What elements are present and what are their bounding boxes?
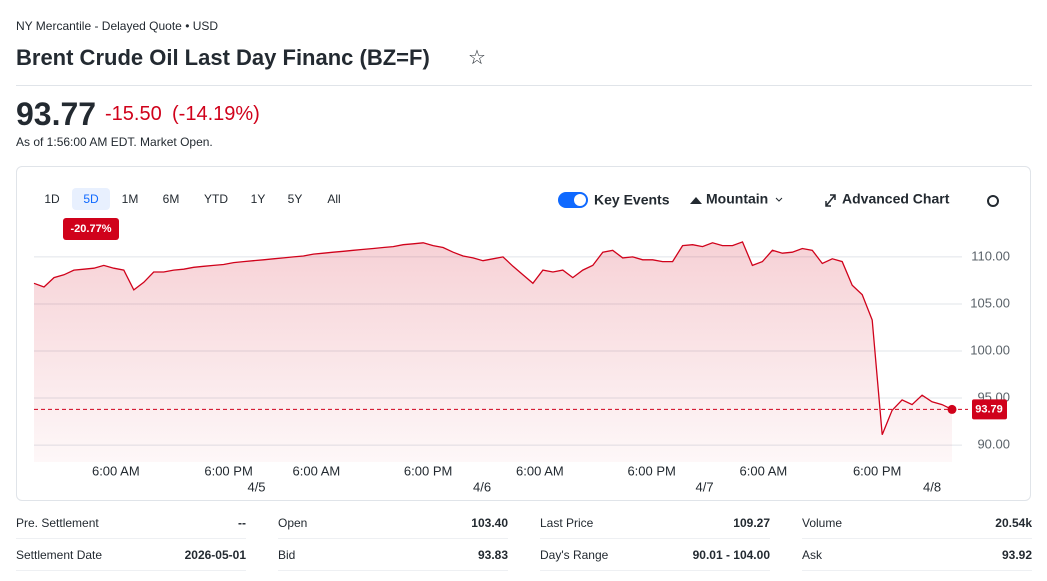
stat-label: Ask <box>802 548 823 562</box>
date-tick-label: 4/8 <box>923 479 941 494</box>
x-tick-label: 6:00 AM <box>516 463 564 478</box>
period-button[interactable]: YTD <box>204 192 228 206</box>
as-of: As of 1:56:00 AM EDT. Market Open. <box>16 135 213 149</box>
row-divider <box>802 570 1032 571</box>
row-divider <box>540 570 770 571</box>
stat-value: -- <box>238 516 246 530</box>
chart-card <box>16 166 1031 501</box>
period-button[interactable]: 6M <box>163 192 180 206</box>
stat: Volume 20.54k <box>802 516 1032 530</box>
stat-value: 103.40 <box>471 516 508 530</box>
x-tick-label: 6:00 PM <box>404 463 452 478</box>
stat: Pre. Settlement -- <box>16 516 246 530</box>
row-divider <box>278 538 508 539</box>
period-button[interactable]: 5Y <box>288 192 303 206</box>
divider <box>16 85 1032 86</box>
row-divider <box>540 538 770 539</box>
last-price-badge <box>972 399 1007 420</box>
period-button[interactable]: 1D <box>44 192 60 206</box>
x-tick-label: 6:00 PM <box>853 463 901 478</box>
watch-star[interactable]: ☆ <box>468 47 486 69</box>
change-pct: (-14.19%) <box>172 103 260 125</box>
date-tick-label: 4/7 <box>696 479 714 494</box>
y-tick-label: 100.00 <box>970 342 1010 357</box>
quote-title: Brent Crude Oil Last Day Financ (BZ=F) <box>16 45 430 70</box>
row-divider <box>278 570 508 571</box>
price: 93.77 <box>16 96 97 132</box>
stat-label: Open <box>278 516 308 530</box>
stat-label: Last Price <box>540 516 594 530</box>
x-tick-label: 6:00 PM <box>627 463 675 478</box>
stat-label: Settlement Date <box>16 548 103 562</box>
expand-icon <box>825 194 836 207</box>
stat-label: Volume <box>802 516 843 530</box>
period-active <box>72 188 110 210</box>
price-line <box>33 241 953 435</box>
x-tick-label: 6:00 AM <box>740 463 788 478</box>
stat-value: 90.01 - 104.00 <box>692 548 770 562</box>
stat: Ask 93.92 <box>802 548 1032 562</box>
chart-style[interactable]: Mountain <box>706 191 768 207</box>
period-change: -20.77% <box>71 223 112 235</box>
stat-value: 109.27 <box>733 516 770 530</box>
stat: Day's Range 90.01 - 104.00 <box>540 548 770 562</box>
change: -15.50 <box>105 103 162 125</box>
y-tick-label: 105.00 <box>970 295 1010 310</box>
x-tick-label: 6:00 AM <box>293 463 341 478</box>
period-button[interactable]: 5D <box>83 192 99 206</box>
mountain-icon <box>690 197 702 204</box>
stat-value: 93.92 <box>1001 548 1032 562</box>
stat: Last Price 109.27 <box>540 516 770 530</box>
last-price-label: 93.79 <box>975 403 1003 415</box>
stat-value: 20.54k <box>995 516 1032 530</box>
stat-label: Bid <box>278 548 296 562</box>
toggle-knob <box>574 194 586 206</box>
y-tick-label: 110.00 <box>971 248 1010 263</box>
date-tick-label: 4/5 <box>247 479 265 494</box>
row-divider <box>16 538 246 539</box>
exchange: NY Mercantile - Delayed Quote • USD <box>16 19 219 33</box>
period-button[interactable]: 1Y <box>251 192 266 206</box>
settings-icon[interactable] <box>987 195 999 207</box>
row-divider <box>802 538 1032 539</box>
stat: Settlement Date 2026-05-01 <box>16 548 246 562</box>
stat-value: 93.83 <box>477 548 508 562</box>
stat-value: 2026-05-01 <box>184 548 246 562</box>
date-tick-label: 4/6 <box>473 479 491 494</box>
stat-label: Day's Range <box>540 548 609 562</box>
chevron <box>775 197 783 202</box>
stat: Bid 93.83 <box>278 548 508 562</box>
last-point <box>947 404 957 414</box>
area <box>34 241 952 462</box>
period-button[interactable]: 1M <box>122 192 139 206</box>
x-tick-label: 6:00 PM <box>204 463 252 478</box>
row-divider <box>16 570 246 571</box>
stat-label: Pre. Settlement <box>16 516 99 530</box>
period-change-badge <box>63 218 119 240</box>
stat: Open 103.40 <box>278 516 508 530</box>
period-button[interactable]: All <box>327 192 340 206</box>
y-tick-label: 90.00 <box>977 437 1010 452</box>
advanced-chart[interactable]: Advanced Chart <box>842 191 950 207</box>
key-events[interactable]: Key Events <box>594 192 670 208</box>
x-tick-label: 6:00 AM <box>92 463 140 478</box>
